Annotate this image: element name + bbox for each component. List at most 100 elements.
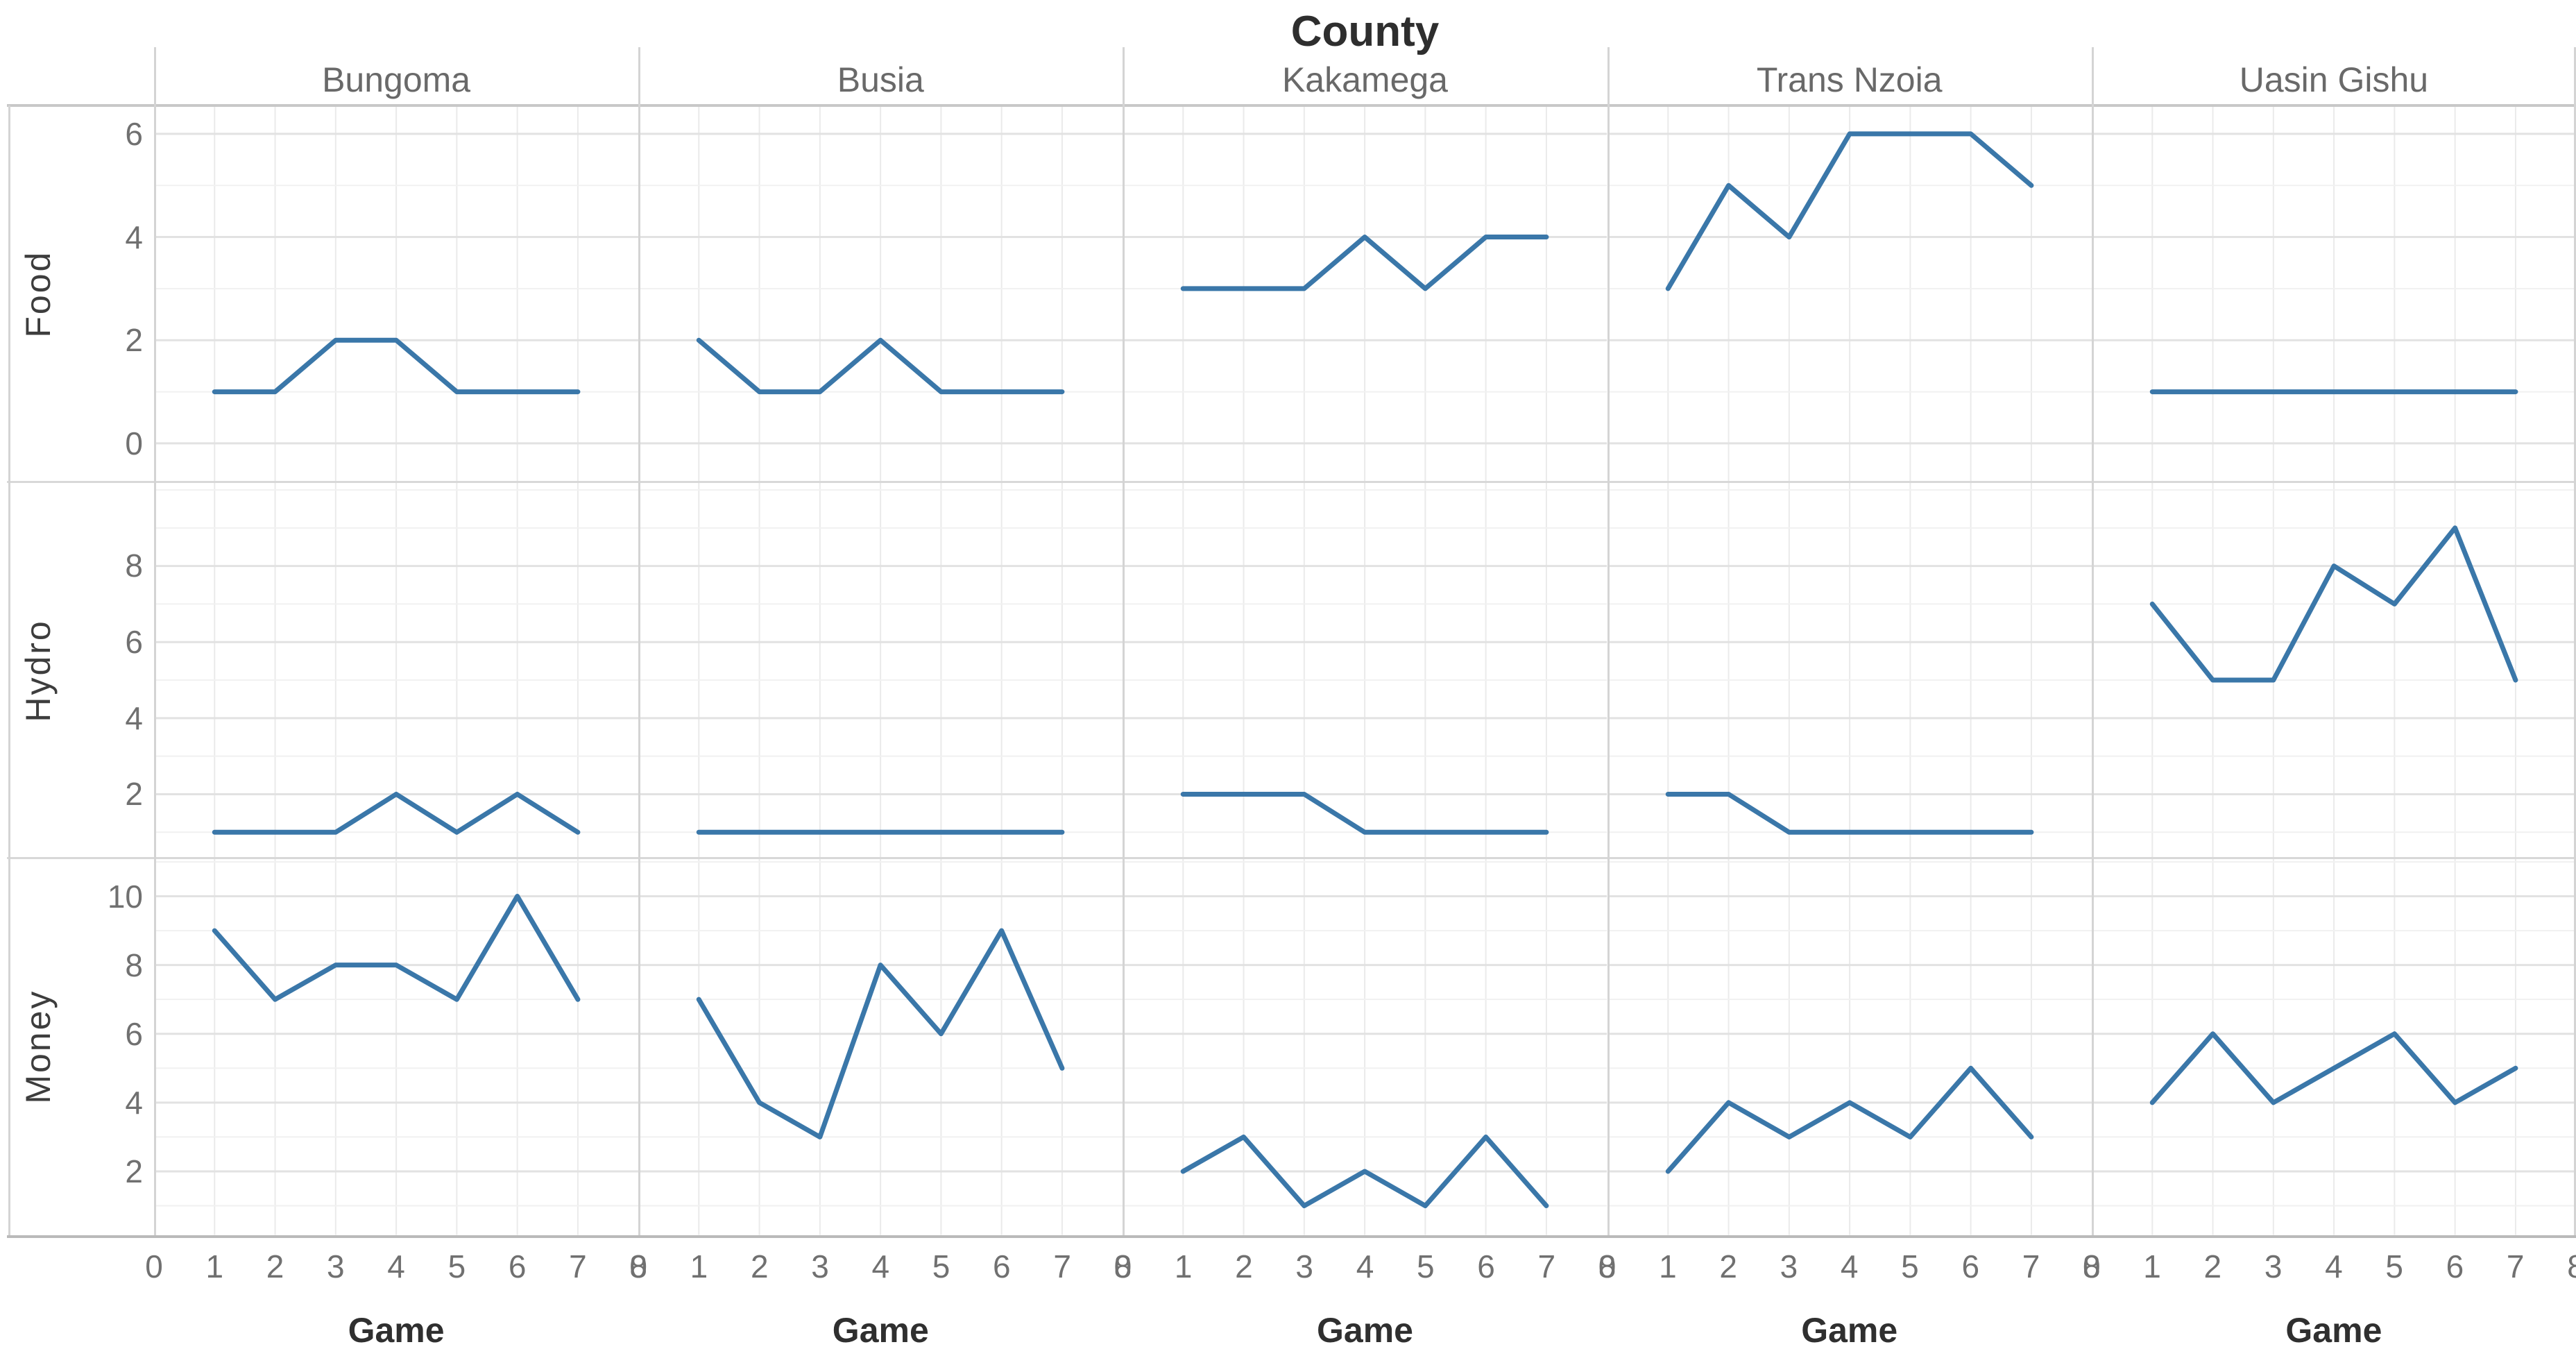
column-header-trans-nzoia[interactable]: Trans Nzoia: [1756, 60, 1943, 99]
panel-food-uasin-gishu[interactable]: [2091, 105, 2576, 482]
x-tick-label: 4: [871, 1248, 890, 1285]
data-line: [696, 337, 1065, 395]
panel-money-trans-nzoia[interactable]: [1607, 858, 2092, 1235]
x-tick-label: 2: [750, 1248, 769, 1285]
x-tick-label: 7: [569, 1248, 587, 1285]
data-line: [212, 337, 581, 395]
x-tick-label: 4: [387, 1248, 405, 1285]
panel-food-kakamega[interactable]: [1123, 105, 1607, 482]
x-axis-title: Game: [1801, 1311, 1898, 1350]
column-dimension-title: County: [1290, 8, 1440, 56]
panel-hydro-bungoma[interactable]: [154, 482, 639, 859]
panel-hydro-busia[interactable]: [638, 482, 1123, 859]
y-tick-label: 4: [125, 219, 143, 255]
x-axis-title: Game: [2285, 1311, 2382, 1350]
x-tick-label: 7: [1537, 1248, 1556, 1285]
y-tick-label: 0: [125, 425, 143, 461]
x-tick-label: 8: [2555, 1248, 2576, 1285]
x-tick-label: 8: [629, 1248, 647, 1285]
x-tick-label: 6: [2446, 1248, 2464, 1285]
row-header-border: [8, 105, 10, 1235]
x-tick-label: 2: [2203, 1248, 2222, 1285]
x-tick-label: 5: [2385, 1248, 2403, 1285]
data-line: [1181, 235, 1549, 291]
x-tick-label: 5: [1416, 1248, 1435, 1285]
x-axis-title: Game: [1317, 1311, 1413, 1350]
data-line: [1665, 1066, 2034, 1174]
x-tick-label: 0: [1598, 1248, 1617, 1285]
y-tick-label: 8: [125, 947, 143, 983]
x-tick-label: 3: [811, 1248, 829, 1285]
panel-hydro-trans-nzoia[interactable]: [1607, 482, 2092, 859]
x-axis-title: Game: [832, 1311, 929, 1350]
x-tick-label: 8: [2083, 1248, 2101, 1285]
column-header-bungoma[interactable]: Bungoma: [322, 60, 471, 99]
x-tick-label: 4: [1840, 1248, 1859, 1285]
x-tick-label: 7: [1053, 1248, 1071, 1285]
y-tick-label: 8: [125, 548, 143, 584]
x-tick-label: 4: [2325, 1248, 2343, 1285]
x-tick-label: 0: [1114, 1248, 1132, 1285]
x-tick-label: 0: [629, 1248, 647, 1285]
x-tick-label: 3: [2264, 1248, 2283, 1285]
x-tick-label: 2: [1719, 1248, 1737, 1285]
column-header-busia[interactable]: Busia: [837, 60, 924, 99]
y-tick-label: 6: [125, 623, 143, 660]
panel-food-busia[interactable]: [638, 105, 1123, 482]
y-tick-label: 2: [125, 1153, 143, 1190]
y-tick-label: 10: [107, 878, 143, 915]
x-tick-label: 7: [2506, 1248, 2525, 1285]
column-separator: [2574, 47, 2576, 1235]
x-tick-label: 1: [1174, 1248, 1193, 1285]
column-separator: [154, 47, 156, 1235]
panel-money-kakamega[interactable]: [1123, 858, 1607, 1235]
x-tick-label: 0: [145, 1248, 163, 1285]
column-separator: [638, 47, 641, 1235]
column-header-uasin-gishu[interactable]: Uasin Gishu: [2239, 60, 2429, 99]
column-header-kakamega[interactable]: Kakamega: [1281, 60, 1448, 99]
row-separator: [7, 480, 2576, 483]
x-tick-label: 1: [1659, 1248, 1677, 1285]
x-tick-label: 8: [1114, 1248, 1132, 1285]
y-tick-label: 4: [125, 1085, 143, 1121]
data-line: [1181, 1135, 1549, 1209]
x-tick-label: 3: [1780, 1248, 1798, 1285]
y-tick-label: 2: [125, 776, 143, 813]
data-line: [696, 928, 1065, 1140]
x-tick-label: 4: [1356, 1248, 1374, 1285]
x-tick-label: 0: [2083, 1248, 2101, 1285]
data-line: [212, 894, 581, 1003]
x-axis-line: [7, 1235, 2576, 1238]
x-tick-label: 1: [205, 1248, 224, 1285]
x-tick-label: 6: [508, 1248, 527, 1285]
data-line: [1665, 131, 2034, 291]
x-tick-label: 6: [1477, 1248, 1495, 1285]
data-line: [1181, 791, 1549, 835]
y-tick-label: 6: [125, 115, 143, 152]
row-separator: [7, 857, 2576, 860]
x-tick-label: 6: [993, 1248, 1011, 1285]
data-line: [1665, 791, 2034, 835]
x-tick-label: 6: [1961, 1248, 1980, 1285]
x-tick-label: 1: [690, 1248, 708, 1285]
y-tick-label: 4: [125, 700, 143, 736]
panel-money-busia[interactable]: [638, 858, 1123, 1235]
x-tick-label: 5: [1901, 1248, 1919, 1285]
data-line: [212, 791, 581, 835]
x-tick-label: 5: [447, 1248, 466, 1285]
panel-food-trans-nzoia[interactable]: [1607, 105, 2092, 482]
panel-money-bungoma[interactable]: [154, 858, 639, 1235]
x-tick-label: 2: [266, 1248, 284, 1285]
panel-food-bungoma[interactable]: [154, 105, 639, 482]
x-tick-label: 3: [327, 1248, 345, 1285]
x-tick-label: 1: [2143, 1248, 2161, 1285]
x-tick-label: 3: [1295, 1248, 1314, 1285]
panel-hydro-kakamega[interactable]: [1123, 482, 1607, 859]
panel-money-uasin-gishu[interactable]: [2091, 858, 2576, 1235]
column-separator: [1123, 47, 1125, 1235]
panel-hydro-uasin-gishu[interactable]: [2091, 482, 2576, 859]
data-line: [2149, 1031, 2518, 1105]
x-tick-label: 7: [2022, 1248, 2040, 1285]
x-tick-label: 5: [932, 1248, 950, 1285]
